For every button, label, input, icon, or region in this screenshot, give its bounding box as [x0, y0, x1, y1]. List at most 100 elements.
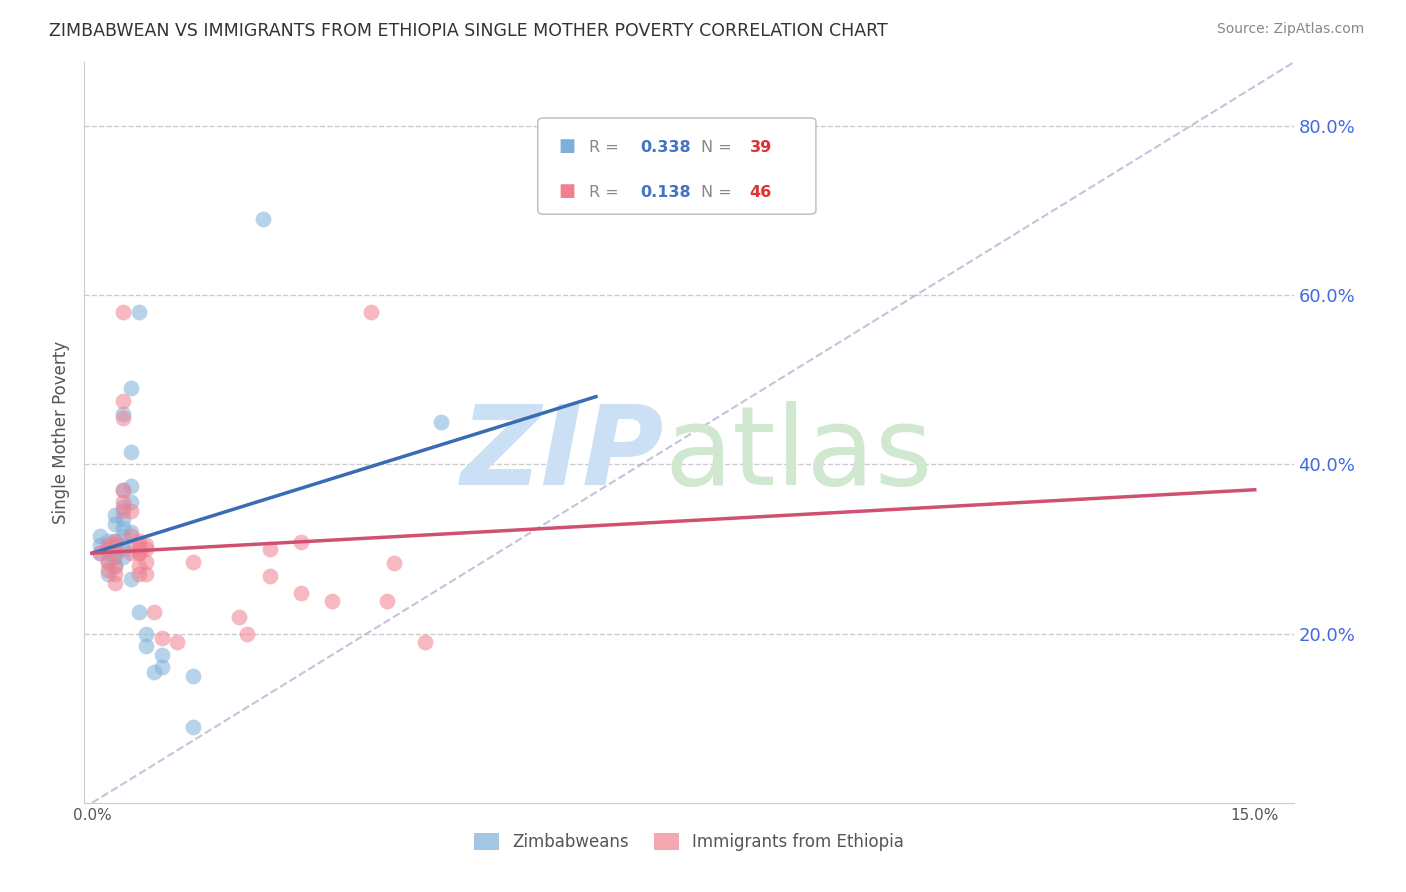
Point [112, 410, 135, 425]
FancyBboxPatch shape [538, 118, 815, 214]
Point [181, 669, 204, 683]
Point [120, 381, 142, 395]
Point [321, 594, 343, 608]
Text: R =: R = [589, 140, 623, 155]
Text: ■: ■ [558, 182, 575, 200]
Point [104, 508, 127, 522]
Point [112, 305, 135, 319]
Point [97, 555, 120, 569]
Point [384, 557, 406, 571]
Point [135, 626, 157, 640]
Point [89, 546, 111, 560]
Point [128, 305, 150, 319]
Point [150, 660, 173, 674]
Point [135, 541, 157, 556]
Point [128, 567, 150, 582]
Point [97, 538, 120, 552]
Point [128, 558, 150, 573]
Point [104, 558, 127, 573]
Point [290, 535, 312, 549]
Point [120, 524, 142, 539]
Point [97, 541, 120, 556]
Point [120, 478, 142, 492]
Point [104, 546, 127, 560]
Point [128, 546, 150, 560]
Point [104, 516, 127, 531]
Point [228, 609, 250, 624]
Point [128, 533, 150, 548]
Point [104, 575, 127, 590]
Point [360, 305, 382, 319]
Text: ■: ■ [558, 137, 575, 155]
Y-axis label: Single Mother Poverty: Single Mother Poverty [52, 341, 70, 524]
Point [97, 533, 120, 548]
Point [375, 594, 398, 608]
Text: N =: N = [702, 140, 737, 155]
Point [143, 665, 166, 679]
Point [89, 538, 111, 552]
Point [415, 635, 437, 649]
Point [128, 541, 150, 556]
Point [112, 521, 135, 535]
Point [252, 211, 274, 226]
Point [181, 720, 204, 734]
Point [150, 631, 173, 645]
Point [112, 541, 135, 556]
Text: ZIMBABWEAN VS IMMIGRANTS FROM ETHIOPIA SINGLE MOTHER POVERTY CORRELATION CHART: ZIMBABWEAN VS IMMIGRANTS FROM ETHIOPIA S… [49, 22, 889, 40]
Point [236, 626, 259, 640]
Point [89, 529, 111, 543]
Point [104, 538, 127, 552]
Text: atlas: atlas [665, 401, 934, 508]
Text: ZIP: ZIP [461, 401, 665, 508]
Point [97, 546, 120, 560]
Point [97, 555, 120, 569]
Point [150, 648, 173, 662]
Text: 0.338: 0.338 [641, 140, 692, 155]
Text: Source: ZipAtlas.com: Source: ZipAtlas.com [1216, 22, 1364, 37]
Point [128, 606, 150, 620]
Point [128, 546, 150, 560]
Point [112, 393, 135, 408]
Point [135, 640, 157, 654]
Point [104, 541, 127, 556]
Point [112, 500, 135, 514]
Point [120, 546, 142, 560]
Point [181, 555, 204, 569]
Point [135, 538, 157, 552]
Point [135, 567, 157, 582]
Point [112, 529, 135, 543]
Point [128, 538, 150, 552]
Point [104, 533, 127, 548]
Point [112, 538, 135, 552]
Point [104, 558, 127, 573]
Text: 0.138: 0.138 [641, 185, 692, 200]
Legend: Zimbabweans, Immigrants from Ethiopia: Zimbabweans, Immigrants from Ethiopia [467, 826, 911, 857]
Text: 39: 39 [749, 140, 772, 155]
Point [89, 546, 111, 560]
Point [112, 550, 135, 565]
Point [112, 495, 135, 509]
Point [97, 563, 120, 577]
Text: N =: N = [702, 185, 737, 200]
Text: 46: 46 [749, 185, 772, 200]
Point [112, 512, 135, 526]
Point [104, 550, 127, 565]
Point [112, 483, 135, 497]
Point [143, 606, 166, 620]
Point [112, 483, 135, 497]
Point [104, 567, 127, 582]
Point [112, 407, 135, 421]
Point [259, 569, 281, 583]
Point [290, 586, 312, 600]
Point [259, 541, 281, 556]
Point [120, 572, 142, 586]
Point [104, 533, 127, 548]
Point [97, 567, 120, 582]
Point [166, 635, 188, 649]
Text: R =: R = [589, 185, 623, 200]
Point [430, 415, 453, 429]
Point [120, 529, 142, 543]
Point [112, 504, 135, 518]
Point [120, 444, 142, 458]
Point [120, 504, 142, 518]
